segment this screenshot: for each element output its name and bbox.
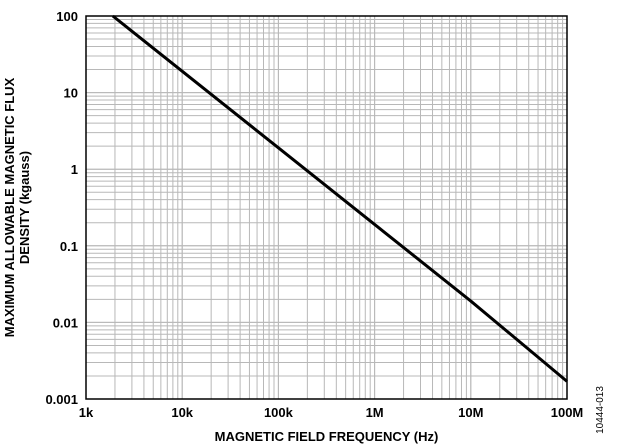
y-tick-labels: 0.001 0.01 0.1 1 10 100 <box>45 9 78 407</box>
y-tick-label: 10 <box>64 86 78 101</box>
series <box>111 14 568 383</box>
y-tick-label: 100 <box>56 9 78 24</box>
x-axis-label: MAGNETIC FIELD FREQUENCY (Hz) <box>215 429 439 444</box>
x-tick-label: 10M <box>458 405 483 420</box>
y-tick-label: 0.01 <box>53 315 78 330</box>
plot-frame <box>85 15 568 400</box>
x-tick-label: 100M <box>551 405 584 420</box>
y-axis-label: MAXIMUM ALLOWABLE MAGNETIC FLUX DENSITY (… <box>2 77 32 337</box>
y-axis-label-line: DENSITY (kgauss) <box>17 151 32 264</box>
x-tick-label: 100k <box>264 405 294 420</box>
x-tick-label: 1M <box>366 405 384 420</box>
x-tick-labels: 1k 10k 100k 1M 10M 100M <box>79 405 584 420</box>
y-tick-label: 0.1 <box>60 239 78 254</box>
x-tick-label: 1k <box>79 405 94 420</box>
x-tick-label: 10k <box>171 405 193 420</box>
y-axis-label-line: MAXIMUM ALLOWABLE MAGNETIC FLUX <box>2 77 17 337</box>
y-tick-label: 0.001 <box>45 392 78 407</box>
series-line-0 <box>111 14 568 383</box>
y-tick-label: 1 <box>71 162 78 177</box>
grid <box>86 16 567 399</box>
figure-id: 10444-013 <box>595 386 606 434</box>
